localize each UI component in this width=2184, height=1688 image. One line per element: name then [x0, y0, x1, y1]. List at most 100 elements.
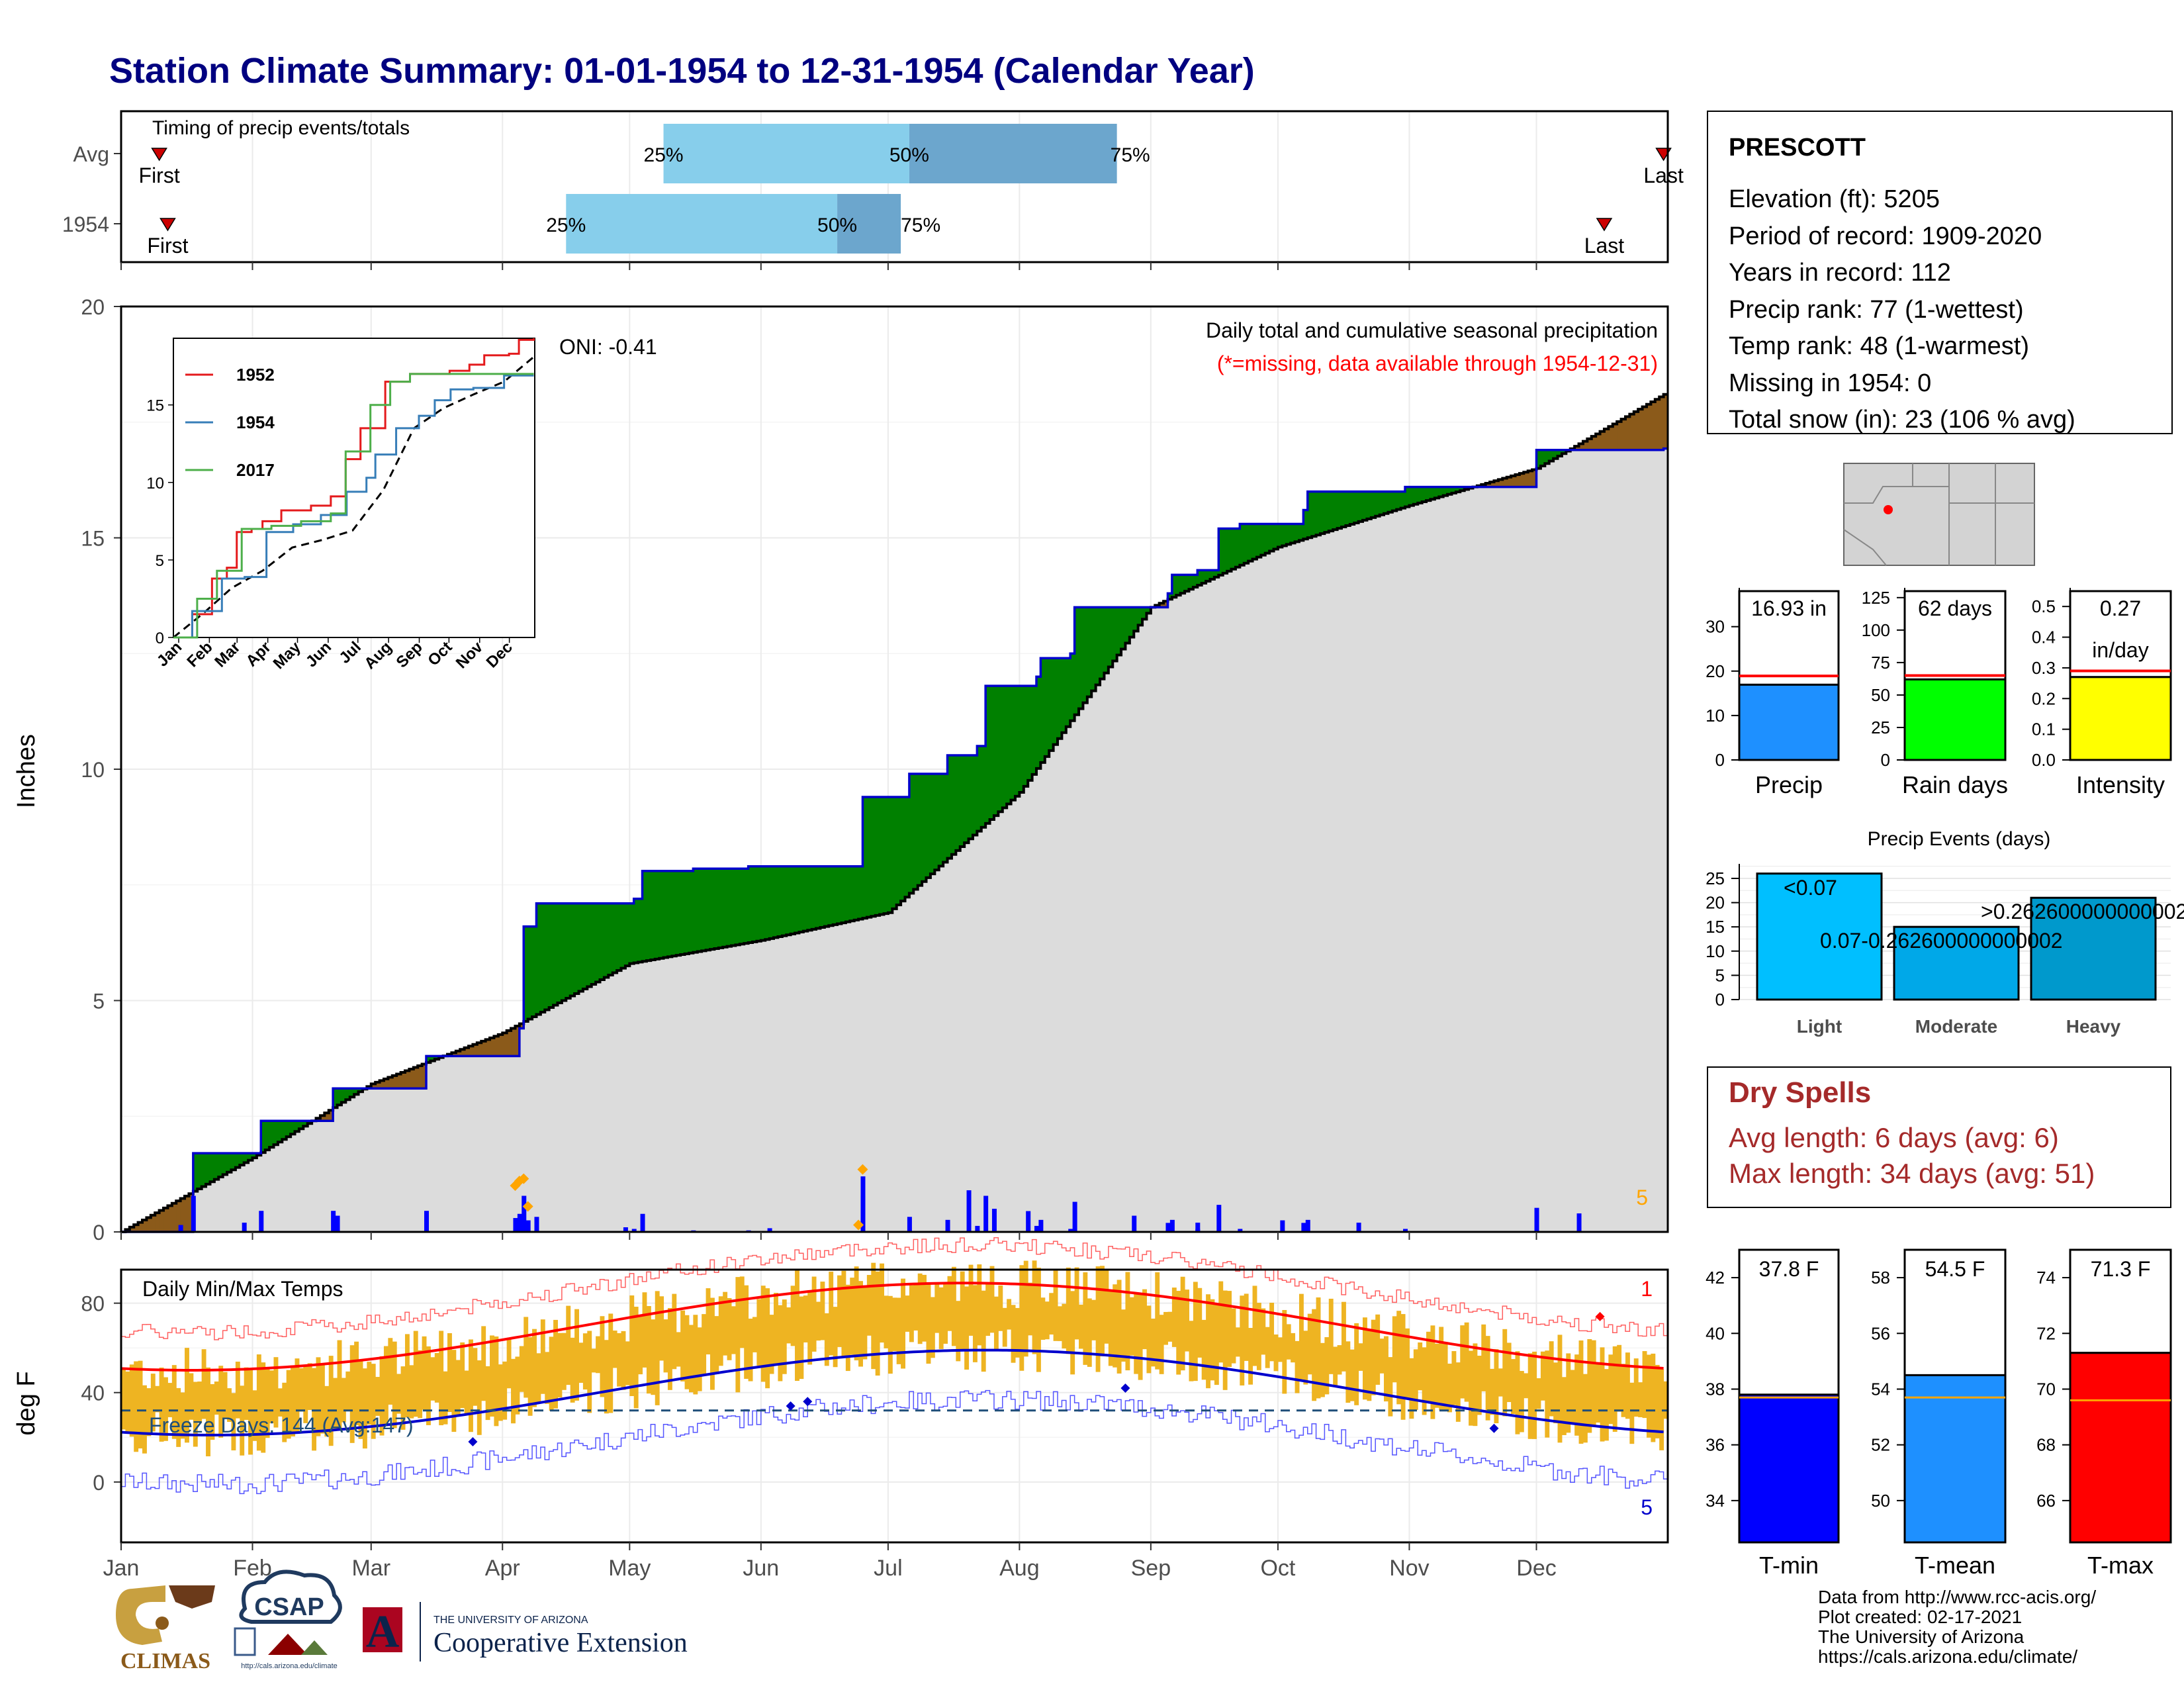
above-normal-area: [638, 898, 643, 962]
temp-summary-ytick-label: 58: [1871, 1268, 1890, 1288]
daily-temp-bar: [1028, 1282, 1033, 1336]
daily-temp-bar: [451, 1350, 457, 1432]
above-normal-area: [1028, 686, 1033, 780]
daily-temp-bar: [1345, 1341, 1351, 1403]
daily-temp-bar: [1477, 1356, 1482, 1415]
daily-precip-bar: [242, 1223, 247, 1232]
daily-temp-bar: [1324, 1336, 1330, 1395]
below-normal-area: [1612, 424, 1617, 450]
below-normal-area: [134, 1225, 139, 1232]
above-normal-area: [1277, 524, 1283, 547]
daily-temp-bar: [1384, 1336, 1388, 1402]
above-normal-area: [1261, 524, 1266, 555]
daily-temp-bar: [197, 1382, 203, 1423]
above-normal-area: [1023, 686, 1028, 786]
daily-temp-bar: [185, 1348, 189, 1443]
above-normal-area: [358, 1088, 363, 1092]
above-normal-area: [1032, 686, 1037, 774]
above-normal-area: [621, 903, 626, 968]
above-normal-area: [1091, 607, 1097, 691]
above-normal-area: [345, 1088, 351, 1100]
timing-marker-label: Last: [1584, 234, 1625, 258]
above-normal-area: [667, 870, 672, 957]
daily-temp-bar: [705, 1288, 711, 1355]
ua-logo-big: Cooperative Extension: [433, 1628, 688, 1658]
below-normal-area: [396, 1074, 402, 1089]
below-normal-area: [1663, 394, 1668, 449]
daily-temp-bar: [735, 1277, 741, 1393]
daily-temp-bar: [469, 1339, 473, 1432]
daily-temp-bar: [1587, 1338, 1592, 1433]
station-line: Temp rank: 48 (1-warmest): [1729, 332, 2029, 360]
below-normal-area: [142, 1219, 148, 1232]
above-normal-area: [265, 1121, 270, 1150]
daily-temp-bar: [769, 1315, 774, 1374]
daily-temp-bar: [150, 1374, 156, 1432]
below-normal-area: [155, 1213, 160, 1232]
above-normal-area: [578, 903, 584, 992]
timing-bar-q2: [837, 194, 901, 254]
daily-temp-bar: [956, 1301, 961, 1362]
below-normal-area: [490, 1037, 495, 1056]
daily-temp-bar: [1490, 1368, 1494, 1415]
below-normal-area: [1511, 475, 1516, 487]
above-normal-area: [1265, 524, 1270, 553]
above-normal-area: [723, 868, 728, 947]
above-normal-area: [604, 903, 609, 978]
below-normal-area: [1604, 429, 1609, 450]
daily-temp-bar: [455, 1360, 461, 1415]
daily-temp-bar: [1019, 1265, 1024, 1371]
above-normal-area: [549, 903, 554, 1008]
below-normal-area: [171, 1203, 177, 1232]
daily-temp-bar: [218, 1366, 224, 1438]
above-normal-area: [1307, 491, 1312, 538]
above-normal-area: [1231, 528, 1236, 569]
daily-temp-bar: [1358, 1343, 1363, 1371]
daily-temp-bar: [1032, 1260, 1037, 1354]
daily-precip-bar: [623, 1227, 628, 1232]
snow-marker: [518, 1173, 529, 1184]
daily-temp-bar: [286, 1370, 291, 1439]
above-normal-area: [1561, 449, 1567, 454]
above-normal-area: [1044, 658, 1050, 757]
above-normal-area: [1349, 491, 1355, 524]
above-normal-area: [778, 866, 783, 937]
above-normal-area: [1388, 491, 1393, 512]
timing-marker: [159, 218, 176, 232]
daily-temp-bar: [663, 1319, 668, 1373]
below-normal-area: [159, 1210, 164, 1232]
daily-temp-bar: [527, 1336, 533, 1416]
above-normal-area: [663, 870, 668, 958]
below-normal-area: [388, 1077, 393, 1089]
below-normal-area: [1655, 399, 1660, 450]
daily-temp-bar: [303, 1366, 308, 1423]
daily-temp-bar: [240, 1385, 245, 1456]
above-normal-area: [655, 870, 660, 959]
above-normal-area: [998, 686, 1003, 812]
temp-summary-headroom: [2069, 1248, 2172, 1354]
temp-summary-bar: [1738, 1393, 1840, 1544]
timing-title: Timing of precip events/totals: [152, 117, 410, 139]
above-normal-area: [298, 1121, 304, 1129]
below-normal-area: [477, 1043, 482, 1056]
daily-temp-bar: [1646, 1354, 1651, 1438]
daily-temp-bar: [1506, 1342, 1512, 1403]
daily-temp-bar: [845, 1284, 850, 1372]
daily-temp-bar: [1413, 1349, 1418, 1410]
month-label: Oct: [1260, 1556, 1295, 1581]
daily-temp-bar: [138, 1360, 143, 1449]
daily-temp-bar: [1058, 1306, 1062, 1341]
month-label: May: [608, 1556, 651, 1581]
daily-temp-bar: [1227, 1291, 1232, 1367]
station-line: Precip rank: 77 (1-wettest): [1729, 296, 2024, 324]
daily-temp-bar: [1231, 1308, 1236, 1364]
daily-temp-bar: [1108, 1289, 1113, 1366]
daily-temp-bar: [866, 1274, 872, 1336]
daily-temp-bar: [532, 1329, 537, 1407]
month-label: Aug: [999, 1556, 1040, 1581]
below-normal-area: [460, 1049, 465, 1056]
daily-temp-bar: [778, 1305, 783, 1382]
above-normal-area: [1345, 491, 1351, 526]
above-normal-area: [193, 1153, 198, 1192]
daily-temp-bar: [723, 1291, 728, 1356]
